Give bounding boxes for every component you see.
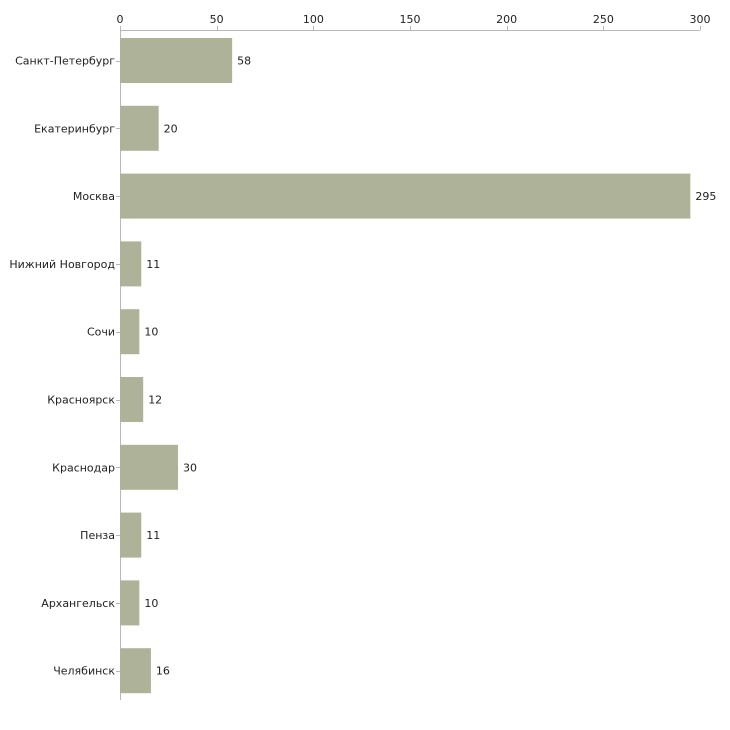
x-tick-label: 250 [593,13,614,26]
category-label: Красноярск [47,394,115,407]
value-label: 10 [144,597,158,610]
bar [120,512,142,558]
x-tick-label: 150 [400,13,421,26]
value-label: 58 [237,55,251,68]
x-tick-label: 0 [117,13,124,26]
bar [120,38,233,83]
category-label: Москва [73,190,115,203]
bars [120,38,691,694]
bar [120,309,140,355]
x-tick-label: 100 [303,13,324,26]
bar [120,444,178,490]
value-label: 11 [146,529,160,542]
category-label: Санкт-Петербург [15,55,115,68]
category-label: Архангельск [41,597,115,610]
bar [120,377,144,422]
bar [120,580,140,626]
category-label: Челябинск [53,665,115,678]
category-label: Краснодар [52,461,115,474]
x-axis: 0 50 100 150 200 250 300 [116,13,711,700]
category-label: Екатеринбург [34,122,115,135]
value-label: 30 [183,461,197,474]
value-label: 20 [164,122,178,135]
category-label: Нижний Новгород [9,258,115,271]
value-label: 10 [144,326,158,339]
category-label: Сочи [87,326,115,339]
category-label: Пенза [80,529,115,542]
bar [120,173,691,219]
bar [120,241,142,287]
value-label: 295 [695,190,716,203]
value-labels: 58 20 295 11 10 12 30 11 10 16 [144,55,716,678]
category-labels: Санкт-Петербург Екатеринбург Москва Нижний … [9,55,115,678]
x-tick-label: 50 [210,13,224,26]
x-tick-label: 300 [690,13,711,26]
bar [120,105,159,151]
bar [120,648,151,694]
value-label: 12 [148,394,162,407]
value-label: 11 [146,258,160,271]
x-tick-label: 200 [496,13,517,26]
value-label: 16 [156,665,170,678]
